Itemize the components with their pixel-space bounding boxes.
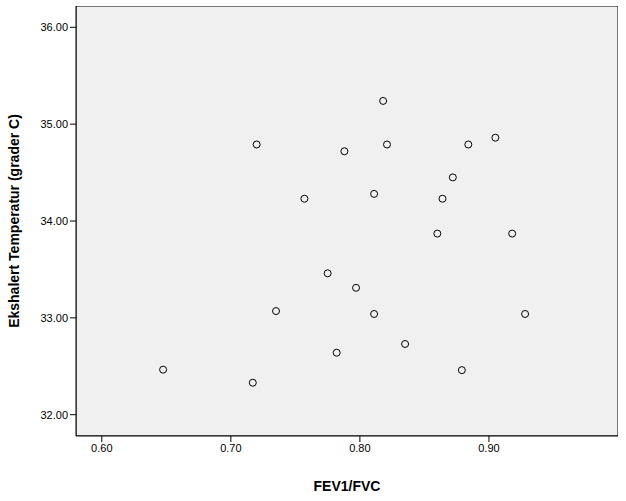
svg-text:0.60: 0.60 (91, 442, 112, 454)
svg-text:35.00: 35.00 (40, 118, 68, 130)
svg-text:FEV1/FVC: FEV1/FVC (314, 478, 381, 494)
svg-text:0.70: 0.70 (220, 442, 241, 454)
svg-text:0.80: 0.80 (349, 442, 370, 454)
svg-text:33.00: 33.00 (40, 312, 68, 324)
svg-text:34.00: 34.00 (40, 215, 68, 227)
svg-text:32.00: 32.00 (40, 409, 68, 421)
svg-text:Ekshalert Temperatur (grader C: Ekshalert Temperatur (grader C) (8, 114, 22, 328)
svg-text:0.90: 0.90 (478, 442, 499, 454)
svg-text:36.00: 36.00 (40, 21, 68, 33)
